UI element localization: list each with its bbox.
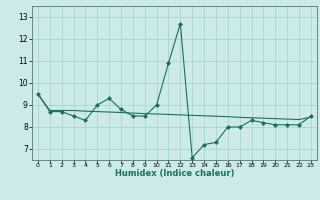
X-axis label: Humidex (Indice chaleur): Humidex (Indice chaleur) bbox=[115, 169, 234, 178]
